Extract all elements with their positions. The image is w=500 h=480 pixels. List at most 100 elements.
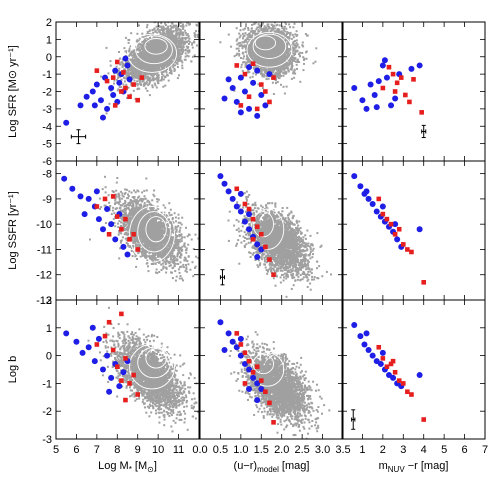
background-point — [143, 75, 146, 78]
background-point — [267, 27, 270, 30]
background-point — [179, 55, 182, 58]
background-point — [260, 72, 263, 75]
background-point — [170, 55, 172, 58]
blue-sample-point — [97, 97, 104, 104]
background-point — [166, 57, 169, 60]
background-point — [301, 41, 304, 44]
background-point — [292, 42, 295, 45]
background-point — [251, 45, 254, 48]
background-point — [273, 66, 276, 69]
background-point — [179, 45, 182, 48]
background-point — [169, 67, 172, 70]
background-point — [238, 49, 240, 52]
background-point — [154, 51, 157, 54]
background-point — [141, 80, 144, 83]
background-point — [288, 43, 291, 46]
background-point — [264, 71, 267, 74]
background-point — [145, 40, 148, 43]
background-point — [255, 55, 258, 58]
background-point — [159, 44, 162, 46]
background-point — [253, 48, 256, 51]
background-point — [182, 28, 185, 30]
background-point — [238, 36, 241, 39]
background-point — [125, 77, 128, 80]
background-point — [258, 25, 261, 28]
background-point — [274, 22, 276, 24]
background-point — [261, 42, 264, 45]
background-point — [159, 57, 162, 60]
background-point — [245, 40, 248, 43]
background-point — [195, 44, 198, 47]
background-point — [179, 44, 182, 47]
background-point — [263, 15, 265, 17]
background-point — [127, 70, 130, 73]
background-point — [281, 58, 284, 61]
blue-sample-point — [122, 55, 129, 62]
background-point — [154, 44, 157, 47]
background-point — [172, 56, 175, 59]
background-point — [290, 77, 293, 80]
background-point — [236, 43, 239, 46]
background-point — [295, 30, 298, 33]
background-point — [137, 87, 140, 90]
background-point — [238, 52, 241, 55]
background-point — [303, 62, 305, 65]
background-point — [238, 54, 241, 57]
background-point — [154, 84, 157, 87]
background-point — [265, 78, 268, 81]
background-point — [153, 82, 156, 85]
background-point — [155, 63, 158, 66]
background-point — [280, 83, 282, 86]
background-point — [128, 50, 131, 53]
background-point — [135, 40, 138, 43]
background-point — [130, 54, 133, 57]
background-point — [295, 42, 298, 45]
background-point — [142, 71, 145, 74]
background-point — [167, 56, 170, 59]
background-point — [148, 94, 151, 97]
background-point — [267, 77, 270, 80]
background-point — [175, 59, 178, 61]
background-point — [293, 76, 296, 79]
background-point — [135, 76, 138, 79]
background-point — [153, 65, 156, 68]
background-point — [156, 38, 159, 41]
background-point — [158, 30, 161, 33]
blue-sample-point — [77, 102, 84, 109]
background-point — [132, 50, 135, 53]
background-point — [174, 61, 176, 64]
background-point — [156, 56, 159, 58]
background-point — [147, 38, 150, 41]
background-point — [294, 49, 297, 52]
background-point — [155, 74, 158, 77]
background-point — [109, 60, 112, 63]
background-point — [184, 32, 187, 34]
background-point — [141, 65, 144, 67]
background-point — [283, 25, 286, 28]
background-point — [156, 35, 158, 38]
background-point — [243, 44, 246, 47]
background-point — [144, 60, 147, 63]
background-point — [145, 54, 148, 57]
background-point — [169, 60, 172, 63]
background-point — [299, 55, 301, 58]
background-point — [151, 41, 154, 44]
background-point — [167, 36, 170, 39]
background-point — [136, 44, 139, 47]
background-point — [150, 68, 153, 71]
background-point — [156, 54, 159, 57]
background-point — [164, 54, 167, 57]
background-point — [130, 66, 133, 69]
background-point — [249, 50, 251, 53]
background-point — [134, 65, 137, 68]
background-point — [157, 42, 160, 44]
background-point — [263, 75, 265, 78]
background-point — [261, 23, 264, 26]
background-point — [172, 54, 175, 57]
background-point — [165, 61, 168, 64]
background-point — [169, 24, 172, 27]
background-point — [235, 27, 238, 30]
background-point — [249, 34, 252, 37]
background-point — [276, 81, 279, 83]
